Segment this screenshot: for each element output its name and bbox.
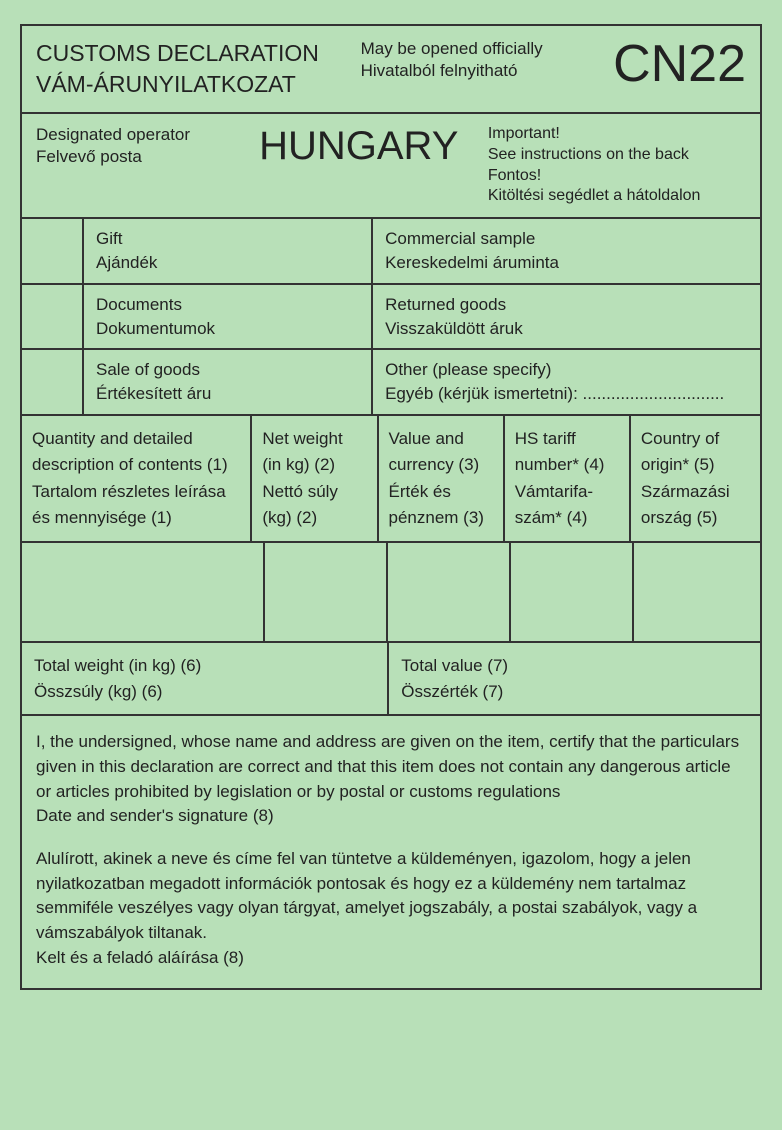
cell-hs-tariff[interactable] [511, 543, 634, 641]
category-returned-goods: Returned goods Visszaküldött áruk [373, 285, 760, 349]
important-hu: Fontos! [488, 166, 746, 187]
category-row: Sale of goods Értékesített áru Other (pl… [22, 350, 760, 416]
sub-hu: Hivatalból felnyitható [361, 60, 564, 82]
cat-hu: Dokumentumok [96, 317, 359, 341]
header-row: CUSTOMS DECLARATION VÁM-ÁRUNYILATKOZAT M… [22, 26, 760, 114]
category-sale-of-goods: Sale of goods Értékesített áru [84, 350, 373, 414]
operator-instructions: Important! See instructions on the back … [488, 124, 746, 207]
cat-hu: Ajándék [96, 251, 359, 275]
declaration-hu: Alulírott, akinek a neve és címe fel van… [36, 847, 746, 970]
total-value-en: Total value (7) [401, 653, 748, 679]
form-title: CUSTOMS DECLARATION VÁM-ÁRUNYILATKOZAT [36, 38, 361, 100]
declaration-block: I, the undersigned, whose name and addre… [22, 716, 760, 988]
cat-en: Documents [96, 293, 359, 317]
operator-row: Designated operator Felvevő posta HUNGAR… [22, 114, 760, 219]
checkbox-documents[interactable] [22, 285, 84, 349]
total-value: Total value (7) Összérték (7) [389, 643, 760, 714]
col-hs-tariff: HS tariff number* (4) Vámtarifa- szám* (… [505, 416, 631, 541]
col-value: Value and currency (3) Érték és pénznem … [379, 416, 505, 541]
cat-en: Returned goods [385, 293, 748, 317]
category-gift: Gift Ajándék [84, 219, 373, 283]
checkbox-gift[interactable] [22, 219, 84, 283]
cat-hu: Visszaküldött áruk [385, 317, 748, 341]
title-en: CUSTOMS DECLARATION [36, 38, 361, 69]
operator-label: Designated operator Felvevő posta [36, 124, 230, 168]
col-net-weight: Net weight (in kg) (2) Nettó súly (kg) (… [252, 416, 378, 541]
category-row: Documents Dokumentumok Returned goods Vi… [22, 285, 760, 351]
total-weight-en: Total weight (in kg) (6) [34, 653, 375, 679]
col-country-origin: Country of origin* (5) Származási ország… [631, 416, 760, 541]
cat-en: Gift [96, 227, 359, 251]
total-weight: Total weight (in kg) (6) Összsúly (kg) (… [22, 643, 389, 714]
cell-country-origin[interactable] [634, 543, 760, 641]
cat-en: Other (please specify) [385, 358, 748, 382]
instructions-hu: Kitöltési segédlet a hátoldalon [488, 186, 746, 207]
category-commercial-sample: Commercial sample Kereskedelmi áruminta [373, 219, 760, 283]
declaration-text-en: I, the undersigned, whose name and addre… [36, 730, 746, 804]
cat-hu: Egyéb (kérjük ismertetni): .............… [385, 382, 748, 406]
category-other: Other (please specify) Egyéb (kérjük ism… [373, 350, 760, 414]
category-documents: Documents Dokumentumok [84, 285, 373, 349]
col-quantity: Quantity and detailed description of con… [22, 416, 252, 541]
important-en: Important! [488, 124, 746, 145]
cat-en: Sale of goods [96, 358, 359, 382]
title-hu: VÁM-ÁRUNYILATKOZAT [36, 69, 361, 100]
instructions-en: See instructions on the back [488, 145, 746, 166]
table-row [22, 543, 760, 643]
customs-declaration-form: CUSTOMS DECLARATION VÁM-ÁRUNYILATKOZAT M… [20, 24, 762, 990]
cat-hu: Kereskedelmi áruminta [385, 251, 748, 275]
declaration-en: I, the undersigned, whose name and addre… [36, 730, 746, 829]
totals-row: Total weight (in kg) (6) Összsúly (kg) (… [22, 643, 760, 716]
sub-en: May be opened officially [361, 38, 564, 60]
total-value-hu: Összérték (7) [401, 679, 748, 705]
signature-hu: Kelt és a feladó aláírása (8) [36, 946, 746, 971]
operator-hu: Felvevő posta [36, 146, 230, 168]
cat-hu: Értékesített áru [96, 382, 359, 406]
operator-country: HUNGARY [230, 124, 488, 169]
signature-en: Date and sender's signature (8) [36, 804, 746, 829]
total-weight-hu: Összsúly (kg) (6) [34, 679, 375, 705]
operator-en: Designated operator [36, 124, 230, 146]
cell-value[interactable] [388, 543, 511, 641]
category-row: Gift Ajándék Commercial sample Kereskede… [22, 219, 760, 285]
declaration-text-hu: Alulírott, akinek a neve és címe fel van… [36, 847, 746, 946]
cell-quantity[interactable] [22, 543, 265, 641]
cat-en: Commercial sample [385, 227, 748, 251]
table-header-row: Quantity and detailed description of con… [22, 416, 760, 543]
cell-net-weight[interactable] [265, 543, 388, 641]
form-code: CN22 [563, 38, 746, 90]
header-subtitle: May be opened officially Hivatalból feln… [361, 38, 564, 82]
checkbox-sale-of-goods[interactable] [22, 350, 84, 414]
